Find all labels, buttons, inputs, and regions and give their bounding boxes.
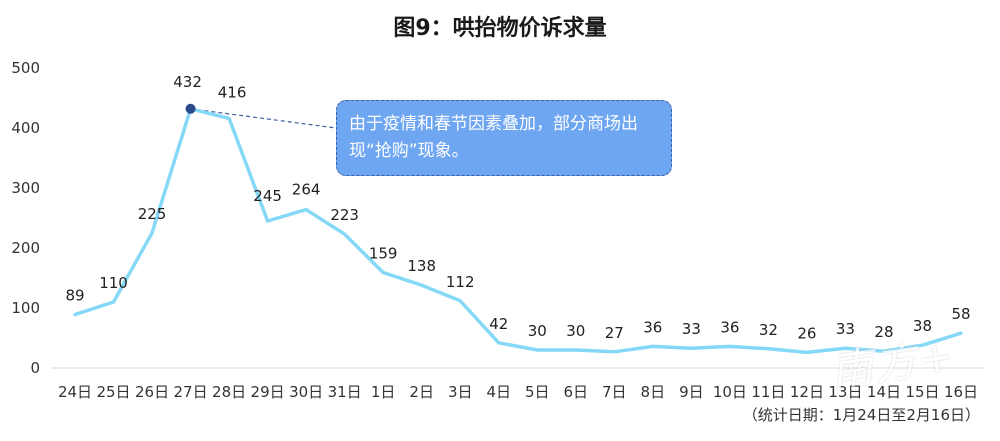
x-tick-label: 5日 bbox=[525, 383, 550, 401]
x-tick-label: 8日 bbox=[641, 383, 666, 401]
data-label: 33 bbox=[682, 320, 701, 338]
data-label: 42 bbox=[489, 315, 508, 333]
y-tick-label: 0 bbox=[30, 359, 40, 377]
x-tick-label: 26日 bbox=[135, 383, 169, 401]
data-label: 89 bbox=[65, 287, 84, 305]
x-tick-label: 2日 bbox=[409, 383, 434, 401]
x-tick-label: 31日 bbox=[328, 383, 362, 401]
x-axis: 24日 25日 26日 27日 28日 29日 30日 31日 1日 2日 3日 4日 5日 6日 7日 8日… bbox=[52, 367, 985, 401]
x-tick-label: 1日 bbox=[371, 383, 396, 401]
x-tick-label: 6日 bbox=[564, 383, 589, 401]
y-tick-label: 300 bbox=[11, 179, 40, 197]
data-label: 58 bbox=[951, 305, 970, 323]
x-tick-label: 11日 bbox=[751, 383, 785, 401]
data-label: 245 bbox=[253, 187, 282, 205]
footnote: （统计日期：1月24日至2月16日） bbox=[742, 406, 980, 424]
y-tick-label: 500 bbox=[11, 59, 40, 77]
data-label: 159 bbox=[369, 245, 398, 263]
data-label: 33 bbox=[836, 320, 855, 338]
x-tick-label: 15日 bbox=[905, 383, 939, 401]
x-tick-label: 24日 bbox=[58, 383, 92, 401]
data-label: 26 bbox=[797, 324, 816, 342]
peak-point bbox=[185, 103, 196, 114]
data-label: 36 bbox=[720, 318, 739, 336]
data-label: 38 bbox=[913, 317, 932, 335]
x-tick-label: 30日 bbox=[289, 383, 323, 401]
annotation-leader bbox=[190, 108, 337, 129]
x-tick-label: 7日 bbox=[602, 383, 627, 401]
annotation-box: 由于疫情和春节因素叠加，部分商场出现“抢购”现象。 bbox=[336, 100, 672, 176]
data-label: 27 bbox=[605, 324, 624, 342]
data-label: 432 bbox=[173, 73, 202, 91]
x-tick-label: 10日 bbox=[713, 383, 747, 401]
leader-line bbox=[190, 108, 337, 129]
x-tick-label: 29日 bbox=[251, 383, 285, 401]
data-label: 112 bbox=[446, 273, 475, 291]
x-tick-label: 9日 bbox=[679, 383, 704, 401]
x-tick-label: 14日 bbox=[867, 383, 901, 401]
data-label: 110 bbox=[99, 274, 128, 292]
x-tick-label: 13日 bbox=[828, 383, 862, 401]
data-label: 32 bbox=[759, 321, 778, 339]
data-label: 264 bbox=[292, 181, 321, 199]
y-tick-label: 200 bbox=[11, 239, 40, 257]
chart-title: 图9：哄抬物价诉求量 bbox=[393, 16, 607, 41]
y-tick-label: 100 bbox=[11, 299, 40, 317]
data-label: 416 bbox=[218, 83, 247, 101]
data-label: 30 bbox=[566, 322, 585, 340]
series-polyline bbox=[73, 107, 963, 355]
x-tick-label: 4日 bbox=[486, 383, 511, 401]
data-label: 28 bbox=[874, 323, 893, 341]
x-tick-label: 27日 bbox=[174, 383, 208, 401]
x-tick-label: 16日 bbox=[944, 383, 978, 401]
x-tick-label: 3日 bbox=[448, 383, 473, 401]
data-labels: 89 110 225 432 416 245 264 223 159 138 112 42 30 30 27… bbox=[65, 73, 970, 343]
x-tick-label: 25日 bbox=[96, 383, 130, 401]
data-label: 138 bbox=[407, 257, 436, 275]
data-label: 225 bbox=[138, 205, 167, 223]
peak-marker bbox=[185, 103, 196, 114]
y-tick-label: 400 bbox=[11, 119, 40, 137]
x-tick-label: 28日 bbox=[212, 383, 246, 401]
data-label: 30 bbox=[528, 322, 547, 340]
data-label: 223 bbox=[330, 206, 359, 224]
data-label: 36 bbox=[643, 318, 662, 336]
y-axis: 0 100 200 300 400 500 bbox=[11, 59, 40, 377]
x-tick-label: 12日 bbox=[790, 383, 824, 401]
series-line bbox=[73, 107, 963, 355]
